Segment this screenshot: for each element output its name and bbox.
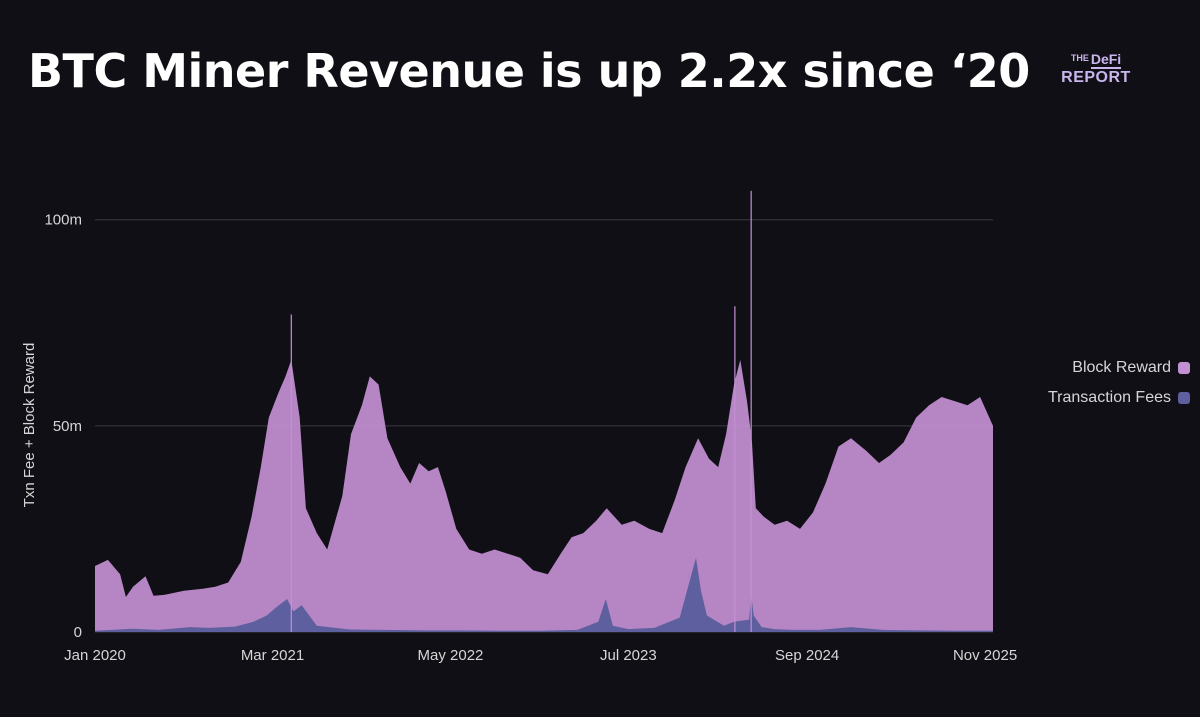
y-tick-label: 0 bbox=[74, 624, 82, 641]
legend-swatch-block-reward bbox=[1178, 362, 1190, 374]
brand-defi: DeFi bbox=[1090, 51, 1122, 69]
legend-item-transaction-fees[interactable]: Transaction Fees bbox=[990, 387, 1190, 409]
chart-legend: Block Reward Transaction Fees bbox=[990, 357, 1190, 417]
legend-swatch-transaction-fees bbox=[1178, 392, 1190, 404]
brand-report: REPORT bbox=[1061, 69, 1131, 86]
page-title: BTC Miner Revenue is up 2.2x since ‘20 bbox=[28, 44, 1030, 98]
x-tick-label: Nov 2025 bbox=[953, 647, 1017, 664]
y-tick-label: 100m bbox=[44, 212, 82, 229]
brand-logo: THE DeFi REPORT bbox=[1046, 52, 1146, 86]
y-tick-label: 50m bbox=[53, 418, 82, 435]
brand-the: THE bbox=[1070, 53, 1089, 63]
chart-areas bbox=[95, 190, 993, 632]
series-area-block-reward bbox=[95, 359, 993, 632]
chart-axes: 0 50m 100m Jan 2020 Mar 2021 May 2022 Jul 2023… bbox=[44, 212, 1017, 664]
legend-item-block-reward[interactable]: Block Reward bbox=[990, 357, 1190, 379]
x-tick-label: Sep 2024 bbox=[775, 647, 839, 664]
legend-label: Block Reward bbox=[1072, 359, 1171, 376]
legend-label: Transaction Fees bbox=[1047, 389, 1171, 406]
brand-logo-top: THE DeFi bbox=[1046, 52, 1146, 69]
x-tick-label: Jan 2020 bbox=[64, 647, 126, 664]
x-tick-label: May 2022 bbox=[418, 647, 484, 664]
x-tick-label: Jul 2023 bbox=[600, 647, 657, 664]
x-tick-label: Mar 2021 bbox=[241, 647, 304, 664]
y-axis-label: Txn Fee + Block Reward bbox=[21, 343, 38, 508]
